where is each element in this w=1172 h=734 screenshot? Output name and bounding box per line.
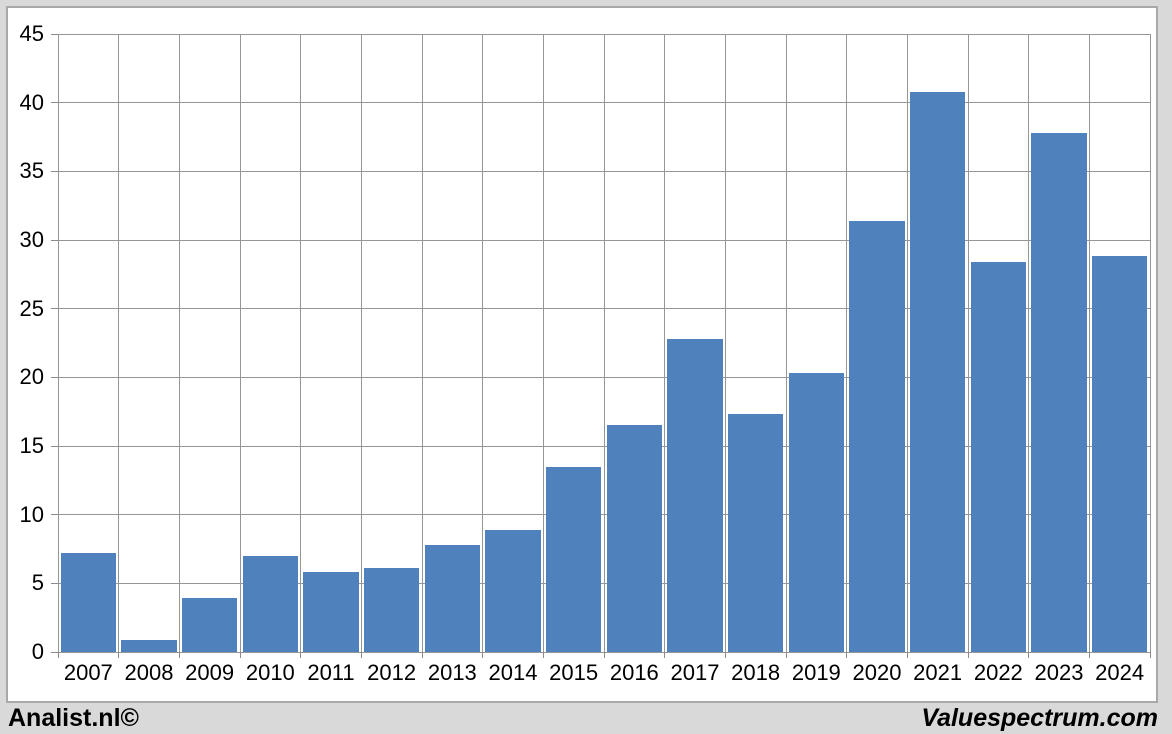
bar-2018	[727, 414, 784, 652]
bar-2010	[242, 555, 299, 652]
x-tick-label: 2021	[913, 660, 963, 685]
bar-2008	[121, 639, 177, 652]
x-axis-tick	[664, 652, 666, 658]
x-axis-tick	[1028, 652, 1030, 658]
gridline-v	[178, 34, 180, 652]
y-axis-tick	[51, 33, 58, 35]
x-tick-label: 2009	[185, 660, 235, 685]
bar-2019	[788, 373, 845, 652]
gridline-v	[239, 34, 241, 652]
bar-2015	[545, 466, 602, 652]
gridline-v	[300, 34, 302, 652]
gridline-v	[603, 34, 605, 652]
x-axis-tick	[57, 652, 59, 658]
x-tick-label: 2018	[731, 660, 781, 685]
x-tick-label: 2008	[124, 660, 174, 685]
x-axis-tick	[300, 652, 302, 658]
gridline-v	[906, 34, 908, 652]
x-tick-label: 2017	[670, 660, 720, 685]
x-tick-label: 2014	[488, 660, 538, 685]
gridline-v	[967, 34, 969, 652]
y-tick-label: 15	[19, 433, 44, 458]
x-axis-tick	[1088, 652, 1090, 658]
x-axis-tick	[118, 652, 120, 658]
x-axis-tick	[785, 652, 787, 658]
x-tick-label: 2007	[63, 660, 113, 685]
y-axis-tick	[51, 514, 58, 516]
y-axis-tick	[51, 445, 58, 447]
y-axis-tick	[51, 239, 58, 241]
x-axis-tick	[360, 652, 362, 658]
y-tick-label: 5	[31, 570, 44, 596]
gridline-v	[1028, 34, 1030, 652]
bar-2007	[60, 553, 117, 652]
gridline-v	[542, 34, 544, 652]
x-tick-label: 2020	[852, 660, 902, 685]
y-axis-tick	[51, 582, 58, 584]
x-axis-tick	[239, 652, 241, 658]
y-axis-tick	[51, 651, 58, 653]
y-tick-label: 30	[19, 227, 44, 252]
x-tick-label: 2011	[307, 660, 355, 685]
x-axis-tick	[482, 652, 484, 658]
y-tick-label: 35	[19, 158, 44, 184]
gridline-v	[846, 34, 848, 652]
x-axis-tick	[846, 652, 848, 658]
x-axis-tick	[1149, 652, 1151, 658]
bar-2009	[181, 598, 238, 652]
gridline-v	[421, 34, 423, 652]
y-axis-tick	[51, 308, 58, 310]
x-tick-label: 2013	[427, 660, 477, 685]
y-tick-label: 10	[19, 501, 44, 527]
bar-2017	[667, 338, 723, 652]
x-tick-label: 2023	[1034, 660, 1084, 685]
x-axis-tick	[178, 652, 180, 658]
gridline-v	[360, 34, 362, 652]
bar-2023	[1031, 132, 1087, 652]
x-tick-label: 2024	[1095, 660, 1145, 685]
valuespectrum-watermark: Valuespectrum.com	[921, 704, 1158, 732]
x-tick-label: 2022	[973, 660, 1023, 685]
x-axis-tick	[542, 652, 544, 658]
y-tick-label: 45	[19, 21, 44, 46]
gridline-v	[664, 34, 666, 652]
x-tick-label: 2016	[609, 660, 659, 685]
bar-2022	[970, 261, 1027, 652]
x-tick-label: 2015	[549, 660, 599, 685]
x-axis-tick	[724, 652, 726, 658]
y-tick-label: 25	[19, 295, 44, 321]
bar-2011	[303, 572, 359, 652]
gridline-v	[724, 34, 726, 652]
bar-2016	[606, 425, 663, 652]
gridline-v	[1149, 34, 1151, 652]
bar-2012	[363, 568, 420, 652]
gridline-v	[57, 34, 59, 652]
y-axis-tick	[51, 376, 58, 378]
bar-2024	[1091, 256, 1148, 652]
y-tick-label: 40	[19, 89, 44, 115]
gridline-v	[785, 34, 787, 652]
y-axis-tick	[51, 170, 58, 172]
y-axis-tick	[51, 102, 58, 104]
bar-2020	[849, 220, 905, 652]
gridline-v	[1088, 34, 1090, 652]
analist-watermark: Analist.nl©	[8, 704, 139, 732]
x-tick-label: 2012	[367, 660, 417, 685]
bar-2014	[485, 529, 541, 652]
x-axis-tick	[421, 652, 423, 658]
x-axis-tick	[603, 652, 605, 658]
x-tick-label: 2010	[245, 660, 295, 685]
bar-2021	[909, 91, 966, 652]
y-tick-label: 0	[31, 639, 44, 664]
y-tick-label: 20	[19, 364, 44, 390]
gridline-v	[118, 34, 120, 652]
x-axis-tick	[906, 652, 908, 658]
gridline-v	[482, 34, 484, 652]
x-axis-tick	[967, 652, 969, 658]
x-tick-label: 2019	[791, 660, 841, 685]
bar-2013	[424, 544, 481, 652]
